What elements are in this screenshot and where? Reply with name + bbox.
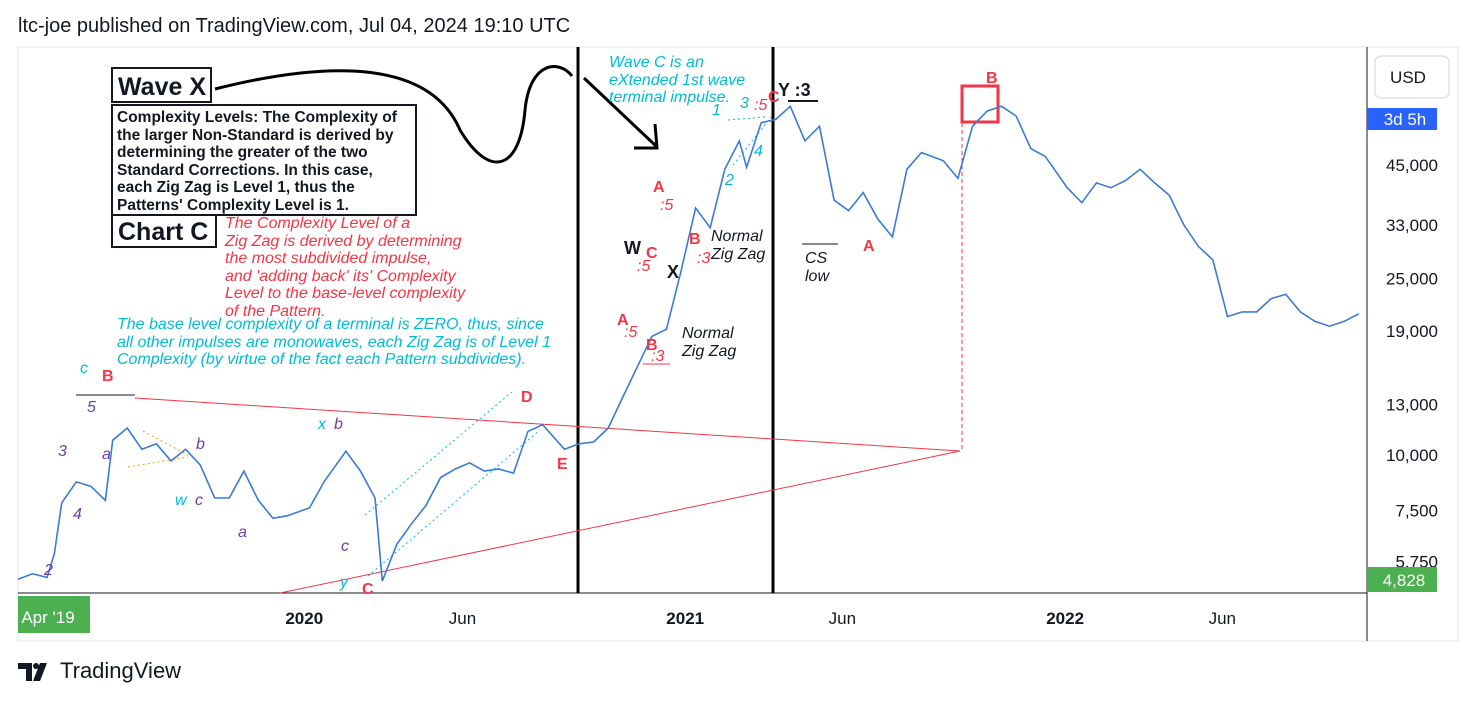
wave-label: c bbox=[80, 360, 88, 377]
price-tick-label: 25,000 bbox=[1386, 269, 1438, 288]
wave-label: Y :3 bbox=[778, 80, 811, 100]
wave-label: A bbox=[863, 238, 875, 255]
tradingview-brand[interactable]: TradingView bbox=[60, 658, 182, 683]
wave-label: C bbox=[362, 581, 374, 598]
time-tick-label: 2021 bbox=[666, 609, 704, 628]
triangle-upper-line bbox=[134, 397, 961, 452]
highlight-box bbox=[960, 84, 1000, 124]
wave-label: x bbox=[318, 416, 326, 433]
chart-frame bbox=[17, 46, 1459, 642]
cyan-complexity-note: The base level complexity of a terminal … bbox=[117, 316, 551, 368]
wave-label: 4 bbox=[73, 506, 82, 523]
wave-label: y bbox=[340, 574, 348, 591]
small-triangle-lower bbox=[127, 456, 189, 468]
wave-label: a bbox=[238, 524, 247, 541]
wave-x-note: Complexity Levels: The Complexity of the… bbox=[111, 104, 417, 216]
wave-label: b bbox=[196, 436, 205, 453]
terminal-lower bbox=[732, 115, 773, 166]
small-triangle-upper bbox=[142, 430, 189, 456]
wave-label: 3 bbox=[740, 95, 749, 112]
pointer-arrow bbox=[582, 76, 658, 148]
wave-label: 4 bbox=[754, 143, 763, 160]
last-price-tag bbox=[1367, 567, 1437, 592]
time-tick-label: Jun bbox=[1209, 609, 1236, 628]
price-series-line bbox=[17, 104, 1360, 582]
normal-zigzag-note-2: Normal Zig Zag bbox=[682, 325, 737, 360]
channel-upper bbox=[364, 391, 513, 516]
wave-label: 3 bbox=[58, 443, 67, 460]
wave-label: b bbox=[334, 416, 343, 433]
wave-x-title: Wave X bbox=[111, 67, 212, 103]
wave-label: :5 bbox=[637, 258, 651, 275]
price-tick-label: 45,000 bbox=[1386, 156, 1438, 175]
wave-label: B bbox=[689, 231, 701, 248]
publish-header: ltc-joe published on TradingView.com, Ju… bbox=[18, 15, 571, 37]
wave-label: A bbox=[617, 312, 629, 329]
last-price-label: 4,828 bbox=[1383, 571, 1426, 590]
price-tick-label: 19,000 bbox=[1386, 322, 1438, 341]
wave-label: :3 bbox=[651, 348, 665, 365]
wave-label: a bbox=[102, 446, 111, 463]
wave-label: c bbox=[341, 538, 349, 555]
time-tick-label: Jun bbox=[449, 609, 476, 628]
cs-low-note: CS low bbox=[805, 250, 830, 285]
wave-label: B bbox=[986, 70, 998, 87]
wave-label: A bbox=[653, 179, 665, 196]
time-axis-ticks: 2020 Jun 2021 Jun 2022 Jun bbox=[285, 609, 1236, 628]
wave-label: B bbox=[102, 368, 114, 385]
connector-curve bbox=[214, 65, 574, 164]
price-axis-ticks: 45,000 33,000 25,000 19,000 13,000 10,000 7,50… bbox=[1386, 156, 1438, 572]
wave-label: 2 bbox=[44, 562, 53, 579]
currency-button-bg[interactable] bbox=[1374, 55, 1450, 99]
wave-label: B bbox=[646, 337, 658, 354]
red-complexity-note: The Complexity Level of a Zig Zag is der… bbox=[225, 215, 466, 320]
tradingview-logo-icon[interactable] bbox=[18, 661, 52, 681]
wave-label: W bbox=[624, 238, 641, 258]
wave-label: w bbox=[175, 492, 187, 509]
triangle-lower-line bbox=[279, 450, 961, 594]
pointer-arrow-head bbox=[634, 123, 659, 150]
wave-label: E bbox=[557, 456, 568, 473]
currency-button[interactable]: USD bbox=[1390, 68, 1426, 87]
price-tick-label: 10,000 bbox=[1386, 446, 1438, 465]
wave-label: c bbox=[195, 492, 203, 509]
price-tick-label: 7,500 bbox=[1395, 501, 1438, 520]
wave-label: X bbox=[667, 262, 680, 282]
time-tick-label: 2022 bbox=[1046, 609, 1084, 628]
time-tick-label: Jun bbox=[829, 609, 856, 628]
countdown-label: 3d 5h bbox=[1384, 110, 1427, 129]
countdown-tag bbox=[1367, 108, 1437, 130]
time-tick-label: 2020 bbox=[285, 609, 323, 628]
price-tick-label: 13,000 bbox=[1386, 395, 1438, 414]
wave-label: 2 bbox=[725, 172, 734, 189]
wave-label: 1 bbox=[712, 102, 721, 119]
wave-label: :5 bbox=[754, 97, 768, 114]
wave-label: C bbox=[768, 89, 780, 106]
price-tick-label: 33,000 bbox=[1386, 216, 1438, 235]
price-tick-label: 5,750 bbox=[1395, 553, 1438, 572]
start-date-label: Apr '19 bbox=[21, 608, 74, 627]
normal-zigzag-note-1: Normal Zig Zag bbox=[711, 228, 766, 263]
wave-label: C bbox=[646, 245, 658, 262]
wave-label: :3 bbox=[697, 250, 711, 267]
start-date-tag bbox=[18, 596, 90, 633]
wave-label: :5 bbox=[624, 324, 638, 341]
terminal-upper bbox=[727, 116, 766, 121]
wave-label: 5 bbox=[87, 399, 96, 416]
footer: TradingView bbox=[18, 658, 181, 684]
chart-c-title: Chart C bbox=[111, 214, 217, 248]
wave-c-note: Wave C is an eXtended 1st wave terminal … bbox=[609, 54, 746, 106]
wave-label: :5 bbox=[660, 197, 674, 214]
wave-label: D bbox=[521, 389, 533, 406]
